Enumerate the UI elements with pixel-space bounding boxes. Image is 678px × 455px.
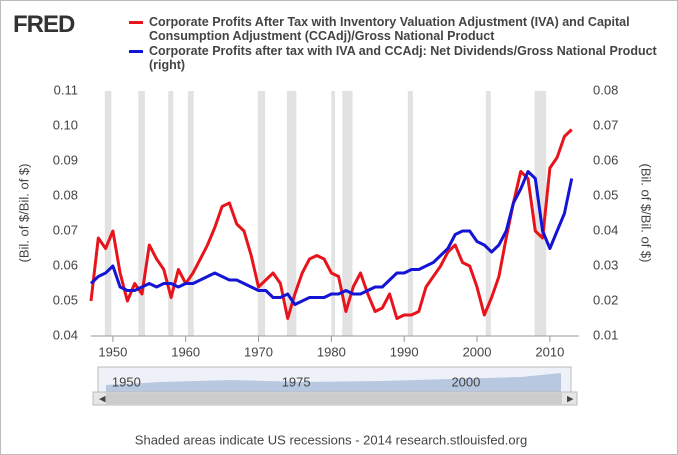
x-tick-label: 2000 <box>463 344 492 359</box>
recession-band <box>286 91 297 336</box>
x-tick-label: 2010 <box>535 344 564 359</box>
recession-band <box>257 91 266 336</box>
legend-swatch <box>129 21 143 24</box>
recession-band <box>407 91 413 336</box>
y2-tick-label: 0.02 <box>593 292 618 307</box>
recession-band <box>187 91 194 336</box>
y-tick-label: 0.09 <box>53 152 78 167</box>
navigator-tick-label: 1950 <box>112 374 141 389</box>
recession-band <box>331 91 335 336</box>
x-tick-label: 1980 <box>317 344 346 359</box>
x-tick-label: 1950 <box>98 344 127 359</box>
scroll-right[interactable]: ▸ <box>567 390 574 405</box>
y-tick-label: 0.08 <box>53 187 78 202</box>
legend-entry[interactable]: Corporate Profits after tax with IVA and… <box>149 44 657 72</box>
recession-band <box>138 91 145 336</box>
recession-band <box>485 91 491 336</box>
y2-tick-label: 0.05 <box>593 187 618 202</box>
y-tick-label: 0.10 <box>53 117 78 132</box>
y-tick-label: 0.04 <box>53 327 78 342</box>
y2-tick-label: 0.03 <box>593 257 618 272</box>
y2-axis-label: (Bil. of $/Bil. of $) <box>639 164 654 263</box>
y2-tick-label: 0.08 <box>593 82 618 97</box>
navigator-area <box>106 373 561 392</box>
series-line <box>89 170 574 306</box>
legend-entry[interactable]: Corporate Profits After Tax with Invento… <box>149 15 630 43</box>
x-tick-label: 1960 <box>171 344 200 359</box>
y-tick-label: 0.06 <box>53 257 78 272</box>
y-tick-label: 0.07 <box>53 222 78 237</box>
logo[interactable]: FRED <box>13 11 75 38</box>
y-axis-label: (Bil. of $/Bil. of $) <box>16 164 31 263</box>
navigator-tick-label: 1975 <box>282 374 311 389</box>
y2-tick-label: 0.07 <box>593 117 618 132</box>
recession-band <box>342 91 353 336</box>
scroll-left[interactable]: ◂ <box>99 390 106 405</box>
series-line <box>89 128 573 320</box>
footer: Shaded areas indicate US recessions - 20… <box>135 432 527 447</box>
y2-tick-label: 0.06 <box>593 152 618 167</box>
x-tick-label: 1970 <box>244 344 273 359</box>
recession-band <box>168 91 174 336</box>
recession-band <box>104 91 112 336</box>
scrollbar-thumb[interactable] <box>106 393 562 404</box>
y2-tick-label: 0.04 <box>593 222 618 237</box>
navigator-tick-label: 2000 <box>451 374 480 389</box>
legend-swatch <box>129 50 143 53</box>
y-tick-label: 0.05 <box>53 292 78 307</box>
x-tick-label: 1990 <box>390 344 419 359</box>
y-tick-label: 0.11 <box>54 82 78 97</box>
y2-tick-label: 0.01 <box>593 327 618 342</box>
